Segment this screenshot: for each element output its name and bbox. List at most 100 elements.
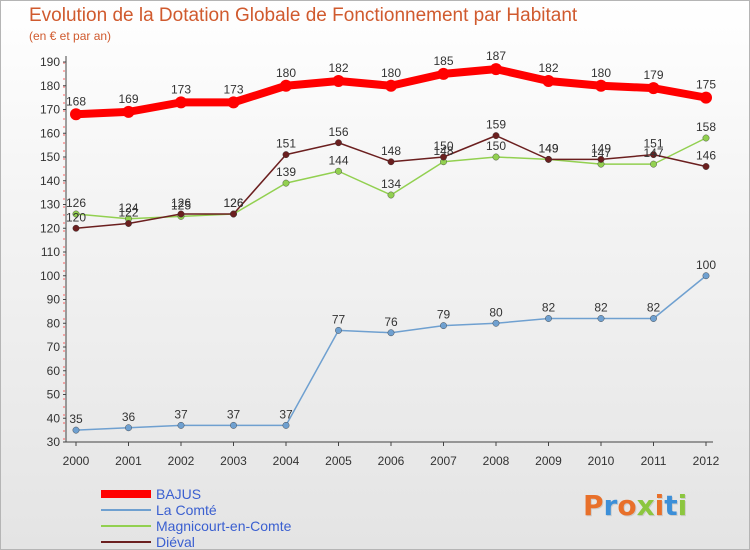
legend-item: Magnicourt-en-Comte: [101, 518, 361, 534]
legend: BAJUS La Comté Magnicourt-en-Comte Diéval: [101, 486, 361, 550]
x-tick-label: 2001: [115, 454, 142, 468]
data-label: 139: [276, 165, 296, 179]
data-point: [332, 75, 345, 87]
data-label: 82: [647, 301, 661, 315]
data-point: [492, 319, 500, 327]
x-tick-label: 2006: [378, 454, 405, 468]
data-point: [282, 179, 290, 187]
legend-label: BAJUS: [156, 486, 202, 502]
data-point: [125, 220, 132, 227]
data-point: [282, 151, 290, 159]
proxiti-logo: Proxiti: [583, 489, 688, 522]
legend-label: Diéval: [156, 534, 195, 550]
x-tick-label: 2012: [693, 454, 720, 468]
data-point: [72, 224, 80, 232]
legend-item: BAJUS: [101, 486, 361, 502]
data-point: [702, 134, 710, 142]
data-label: 126: [223, 196, 243, 210]
legend-swatch: [101, 534, 151, 549]
y-tick-label: 50: [47, 388, 61, 402]
y-tick-label: 80: [47, 316, 61, 330]
data-label: 168: [66, 94, 86, 108]
data-point: [437, 67, 450, 80]
data-label: 173: [223, 82, 243, 96]
data-label: 180: [276, 66, 296, 80]
data-label: 150: [433, 139, 453, 153]
x-tick-label: 2004: [273, 454, 300, 468]
data-point: [335, 326, 342, 334]
data-label: 182: [328, 61, 348, 75]
data-point: [335, 139, 342, 147]
data-label: 122: [118, 206, 138, 220]
data-label: 124: [118, 201, 138, 215]
data-point: [385, 79, 397, 92]
data-label: 187: [486, 49, 506, 63]
x-tick-label: 2003: [220, 454, 247, 468]
data-label: 149: [538, 141, 558, 155]
y-tick-label: 30: [47, 435, 61, 449]
x-tick-label: 2011: [641, 454, 667, 468]
data-label: 179: [643, 68, 663, 82]
legend-label: Magnicourt-en-Comte: [156, 518, 292, 534]
data-point: [492, 153, 500, 161]
data-point: [700, 91, 712, 104]
data-label: 151: [276, 137, 296, 151]
data-label: 147: [591, 146, 611, 160]
data-label: 148: [433, 144, 453, 158]
data-label: 37: [279, 407, 293, 421]
data-point: [72, 426, 80, 434]
data-label: 35: [69, 412, 83, 426]
data-point: [175, 96, 187, 109]
data-point: [70, 108, 82, 121]
data-label: 77: [332, 312, 346, 326]
legend-swatch: [101, 502, 151, 518]
data-label: 173: [171, 82, 191, 96]
data-label: 148: [381, 144, 401, 158]
data-label: 37: [227, 407, 241, 421]
data-label: 156: [328, 125, 348, 139]
data-label: 150: [486, 139, 506, 153]
data-point: [440, 322, 447, 330]
data-label: 126: [223, 196, 243, 210]
data-label: 82: [542, 301, 556, 315]
data-point: [597, 315, 605, 322]
data-label: 79: [437, 308, 451, 322]
series-line-la-comt-: [75, 275, 707, 431]
y-tick-label: 130: [40, 198, 60, 212]
y-tick-label: 90: [47, 293, 61, 307]
data-label: 182: [538, 61, 558, 75]
data-label: 144: [328, 153, 348, 167]
data-point: [542, 75, 555, 87]
y-tick-label: 160: [40, 126, 60, 140]
legend-swatch: [101, 518, 151, 534]
data-point: [702, 163, 710, 170]
x-tick-label: 2002: [168, 454, 195, 468]
data-point: [650, 315, 657, 322]
y-tick-label: 140: [40, 174, 60, 188]
y-tick-label: 120: [40, 221, 60, 235]
data-point: [440, 153, 447, 161]
x-tick-label: 2009: [535, 454, 562, 468]
chart-title: Evolution de la Dotation Globale de Fonc…: [29, 5, 578, 26]
legend-item: Diéval: [101, 534, 361, 550]
x-tick-label: 2008: [483, 454, 510, 468]
legend-label: La Comté: [156, 502, 217, 518]
data-point: [597, 155, 605, 163]
data-point: [595, 79, 607, 92]
data-label: 125: [171, 198, 191, 212]
data-point: [702, 272, 710, 280]
data-point: [490, 63, 502, 76]
chart-subtitle: (en € et par an): [29, 29, 112, 43]
data-label: 134: [381, 177, 401, 191]
y-tick-label: 170: [40, 103, 60, 117]
x-tick-label: 2007: [430, 454, 457, 468]
data-label: 159: [486, 118, 506, 132]
data-label: 100: [696, 258, 716, 272]
data-point: [545, 155, 552, 163]
data-label: 158: [696, 120, 716, 134]
data-label: 120: [66, 210, 86, 224]
y-tick-label: 110: [41, 245, 60, 259]
data-point: [387, 158, 395, 166]
